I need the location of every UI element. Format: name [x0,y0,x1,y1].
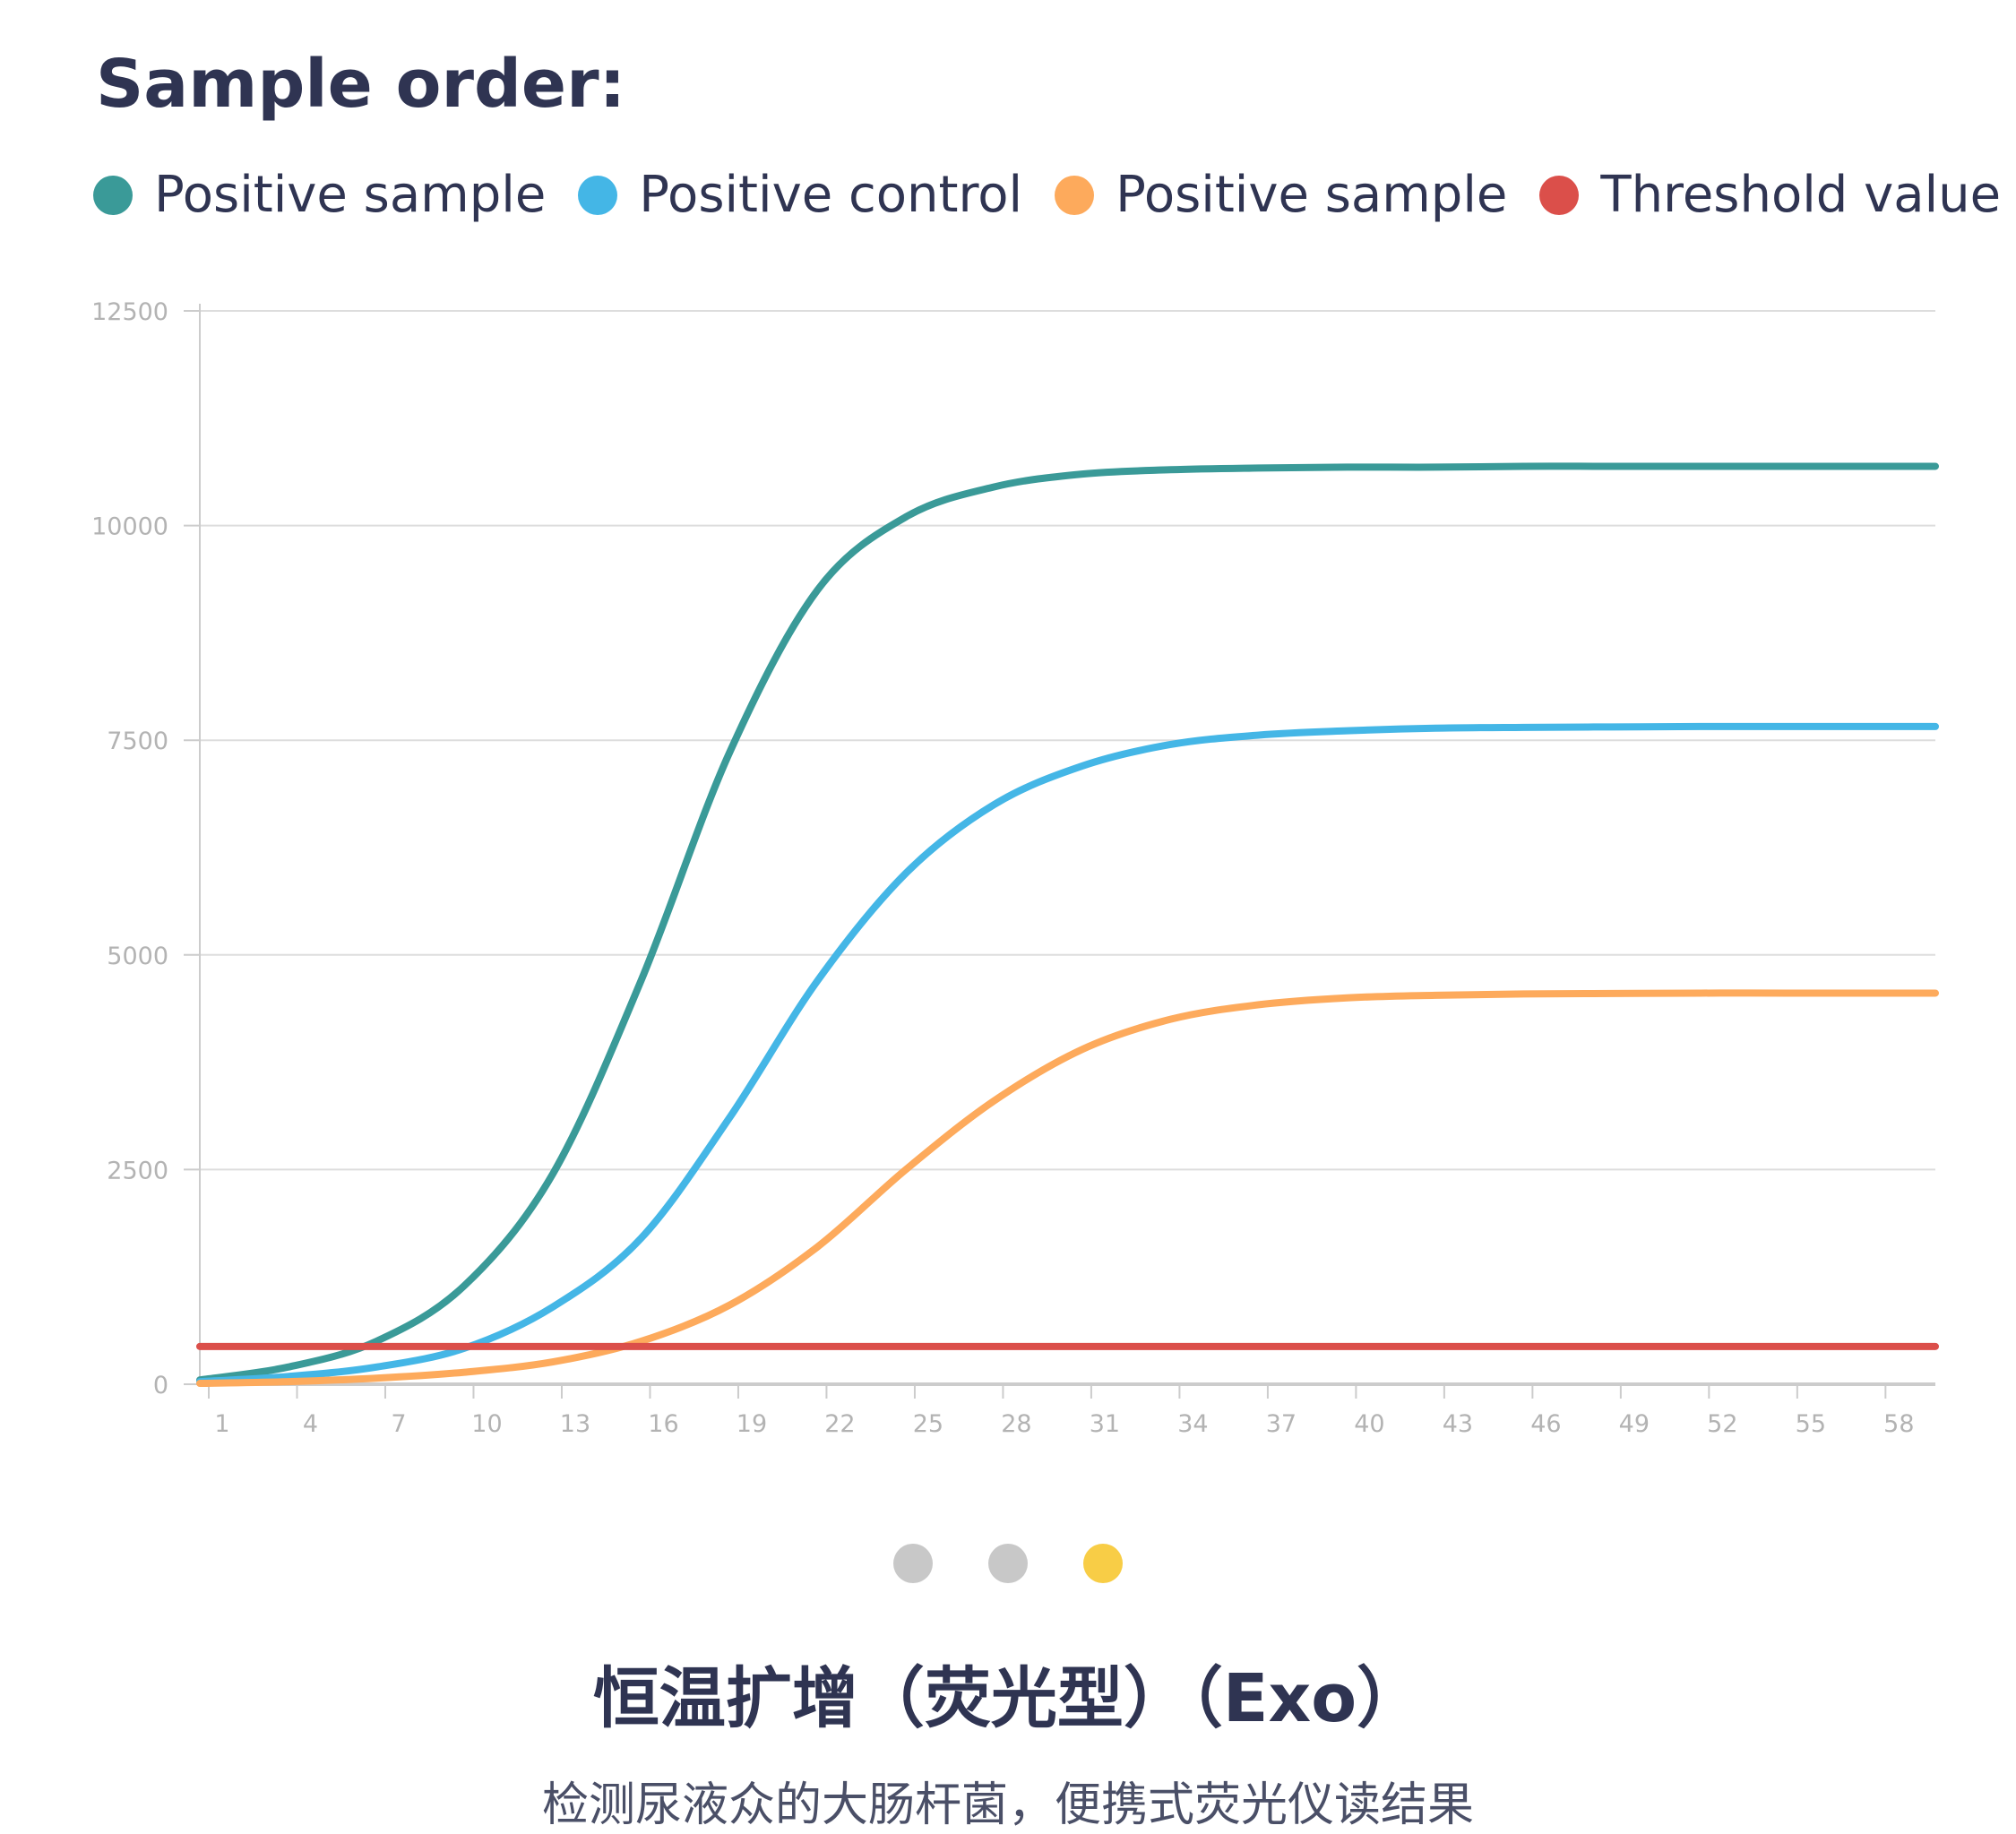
x-tick-label: 43 [1443,1410,1473,1438]
carousel-pagination [0,1544,2016,1583]
legend-item-positive-sample-1[interactable]: Positive sample [93,166,546,224]
x-tick-label: 13 [560,1410,590,1438]
x-tick-label: 4 [303,1410,318,1438]
y-tick-label: 10000 [91,513,168,541]
y-tick-label: 0 [153,1372,168,1399]
product-title: 恒温扩增（荧光型）（Exo） [592,1660,1424,1737]
y-tick-label: 12500 [91,298,168,326]
legend-item-positive-control[interactable]: Positive control [578,166,1022,224]
legend-dot-icon [93,175,133,215]
x-tick-label: 7 [391,1410,406,1438]
x-tick-label: 55 [1796,1410,1826,1438]
grid-layer [200,310,1935,1171]
x-tick-label: 31 [1090,1410,1120,1438]
product-description: 检测尿液众的大肠杆菌，便携式荧光仪读结果 [541,1778,1474,1832]
page-heading: Sample order: [96,46,626,123]
legend-dot-icon [1539,175,1580,215]
pagination-dot-1[interactable] [893,1544,933,1583]
legend-label: Positive sample [154,166,547,224]
legend-label: Positive sample [1116,166,1508,224]
legend-dot-icon [1055,175,1095,215]
x-tick-label: 28 [1001,1410,1031,1438]
x-tick-label: 46 [1530,1410,1561,1438]
legend-item-positive-sample-2[interactable]: Positive sample [1055,166,1507,224]
series-layer [196,462,1939,1388]
series-line-positive-sample-1 [196,462,1939,1384]
legend-label: Positive control [639,166,1023,224]
series-line-positive-control-2 [196,722,1939,1386]
series-line-positive-sample-3 [196,989,1939,1388]
chart-legend: Positive sample Positive control Positiv… [93,166,2016,224]
x-tick-label: 58 [1883,1410,1914,1438]
legend-item-threshold[interactable]: Threshold value [1539,166,2001,224]
legend-label: Threshold value [1600,166,2002,224]
x-tick-label: 34 [1177,1410,1208,1438]
x-tick-label: 1 [214,1410,229,1438]
x-tick-label: 40 [1354,1410,1384,1438]
x-tick-label: 49 [1619,1410,1650,1438]
y-tick-label: 5000 [107,943,168,970]
x-tick-label: 10 [471,1410,502,1438]
amplification-line-chart: 0 2500 5000 7500 10000 12500 1 4 7 10 13 16 19 22 25 28… [91,298,1939,1438]
x-tick-label: 52 [1707,1410,1737,1438]
x-tick-label: 37 [1266,1410,1297,1438]
y-tick-label: 7500 [107,728,168,755]
axis-layer: 0 2500 5000 7500 10000 12500 1 4 7 10 13 16 19 22 25 28… [91,298,1935,1438]
x-tick-label: 16 [648,1410,678,1438]
x-tick-label: 25 [913,1410,943,1438]
legend-dot-icon [578,175,618,215]
y-tick-label: 2500 [107,1157,168,1184]
x-tick-label: 19 [737,1410,767,1438]
pagination-dot-2[interactable] [988,1544,1028,1583]
pagination-dot-3-active[interactable] [1083,1544,1123,1583]
x-tick-label: 22 [824,1410,855,1438]
